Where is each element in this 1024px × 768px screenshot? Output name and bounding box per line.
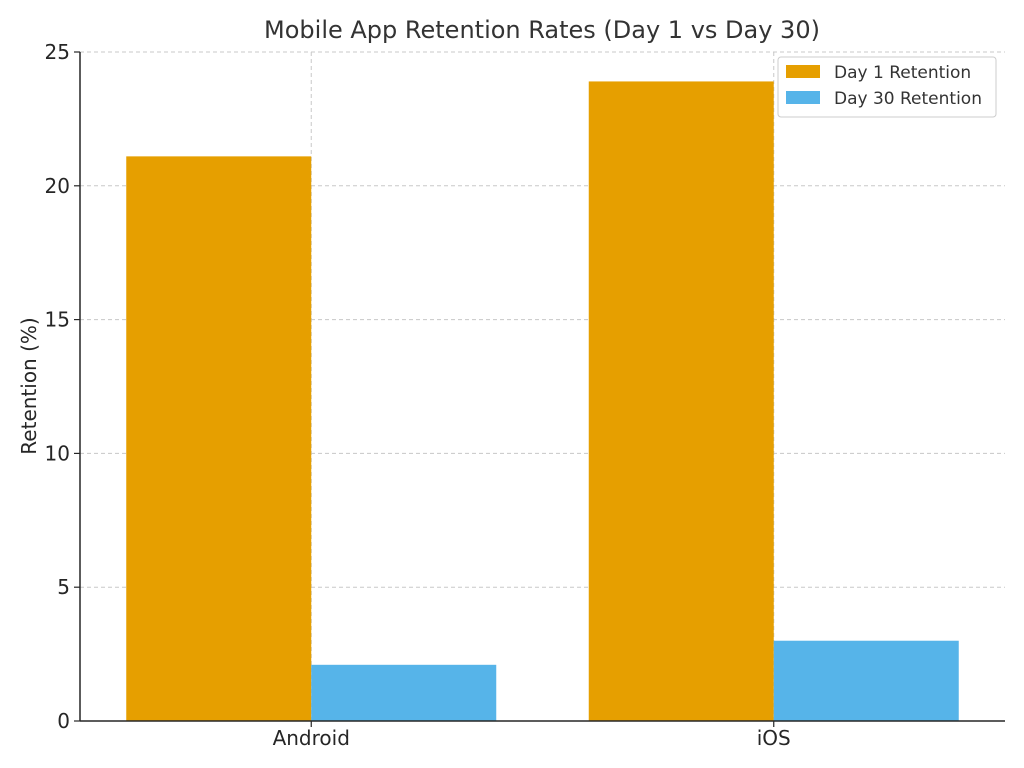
y-tick-label: 0: [57, 709, 70, 733]
y-tick-label: 20: [45, 174, 70, 198]
legend-swatch: [786, 65, 820, 78]
bar-ios-day-30-retention: [773, 640, 959, 721]
bar-android-day-1-retention: [126, 156, 312, 721]
y-tick-label: 15: [45, 308, 70, 332]
chart-title: Mobile App Retention Rates (Day 1 vs Day…: [264, 16, 820, 44]
legend: Day 1 Retention Day 30 Retention: [777, 56, 997, 118]
y-tick-label: 25: [45, 40, 70, 64]
x-tick-label: iOS: [757, 726, 791, 750]
legend-label: Day 1 Retention: [834, 63, 971, 83]
axes: [79, 52, 1005, 722]
bars: [126, 81, 959, 722]
y-tick-label: 5: [57, 575, 70, 599]
legend-swatch: [786, 91, 820, 104]
bar-ios-day-1-retention: [588, 81, 774, 722]
x-axis-ticks: Android iOS: [273, 721, 791, 750]
legend-label: Day 30 Retention: [834, 89, 982, 109]
y-tick-label: 10: [45, 441, 70, 465]
legend-items: Day 1 Retention Day 30 Retention: [786, 63, 982, 109]
bar-android-day-30-retention: [311, 664, 497, 721]
y-axis-title: Retention (%): [17, 317, 41, 454]
x-tick-label: Android: [273, 726, 350, 750]
y-axis-ticks: 0 5 10 15 20 25: [45, 40, 80, 733]
legend-frame: [777, 56, 997, 118]
